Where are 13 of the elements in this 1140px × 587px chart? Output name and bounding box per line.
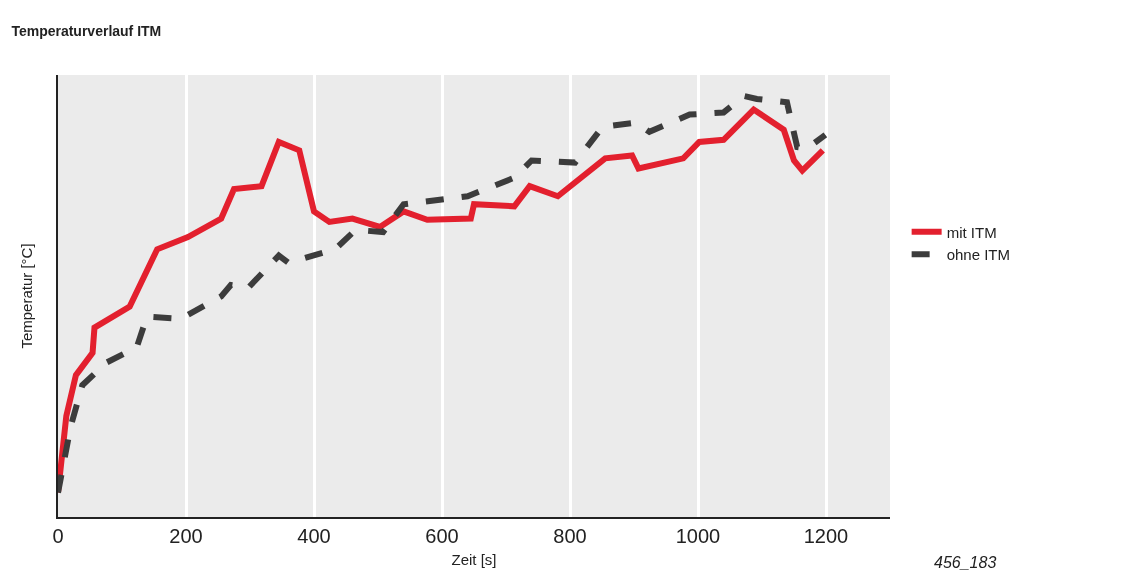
x-tick-label: 200 [169,525,203,547]
x-tick-label: 600 [425,525,459,547]
chart-title: Temperaturverlauf ITM [11,23,162,40]
legend-label: mit ITM [946,223,997,241]
x-tick-label: 800 [553,525,587,547]
x-tick-label: 400 [297,525,331,547]
y-axis-title: Temperatur [°C] [17,243,35,349]
x-tick-label: 1000 [675,525,721,547]
x-tick-label: 1200 [803,525,849,547]
text: 456_183 [934,554,997,571]
x-axis-title: Zeit [s] [451,550,497,568]
x-tick-label: 0 [52,525,64,547]
legend-label: ohne ITM [946,246,1011,264]
